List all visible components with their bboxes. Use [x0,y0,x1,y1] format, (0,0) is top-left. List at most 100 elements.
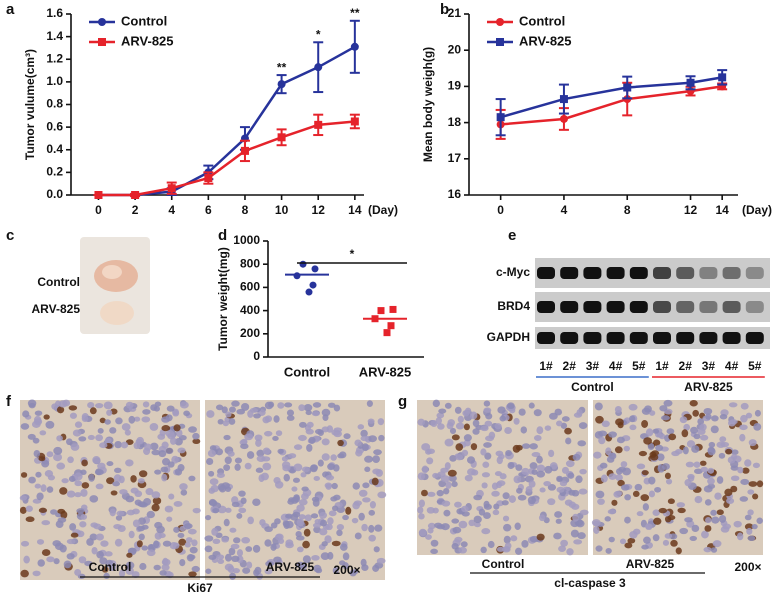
cell [336,529,343,537]
blot-band [722,301,741,313]
cell [166,516,173,522]
cell [296,546,304,553]
cell [177,532,185,538]
cell [319,528,328,536]
cell [93,523,102,530]
cell [146,510,155,519]
cell [227,565,235,574]
x-tick-label: 8 [624,203,631,217]
cell [302,540,310,549]
cell [493,503,500,510]
group-label: ARV-825 [684,380,733,394]
cell [41,520,51,526]
cell [296,504,305,512]
cell [572,453,581,461]
cell [536,426,544,435]
cell [186,554,195,562]
cell [648,490,656,498]
x-tick-label: 12 [312,203,326,217]
cell [547,484,557,491]
cell [310,513,319,519]
cell [234,457,243,464]
cell [50,509,58,515]
cell [74,480,83,487]
cell [417,418,426,426]
y-axis-label: Tumor vulume(cm³) [23,49,37,160]
cell [752,462,760,469]
cell [94,469,104,476]
cell [179,558,186,567]
cell [153,540,160,549]
cell [270,522,278,529]
cell [687,475,695,482]
cell [244,433,254,441]
cell [104,419,111,425]
cell [275,430,283,437]
cell [130,487,139,494]
cell [308,436,316,444]
cell [645,428,654,437]
cell [255,439,262,447]
cell [162,540,172,547]
cell [217,483,226,491]
lane-label: 2# [563,359,577,373]
cell [205,514,212,521]
y-tick-label: 1.4 [46,29,63,43]
cell [192,507,201,514]
cell [449,427,457,435]
cell [694,468,703,475]
cell [529,443,538,450]
cell [730,485,738,493]
cell [648,476,656,485]
cell [368,509,376,516]
cell [454,406,462,414]
cell [156,525,165,534]
cell [438,408,447,414]
cell [514,522,521,531]
cell [478,508,486,516]
cell [614,446,623,454]
cell [208,499,218,507]
cell [192,432,200,440]
cell [332,567,339,574]
cell [121,423,131,431]
cell [325,523,333,531]
cell [683,423,691,431]
y-tick-label: 1.2 [46,51,63,65]
cell [209,478,219,486]
cell [432,472,439,479]
cell [222,420,229,427]
cell [564,499,573,506]
cell [652,428,660,434]
cell [474,522,481,528]
cell [623,445,630,452]
cell [710,547,718,553]
cell [531,469,538,475]
cell [72,429,82,437]
cell [321,541,328,547]
blot-band [606,301,625,313]
cell [229,572,237,580]
cell [228,547,236,556]
cell [20,540,30,547]
cell [138,533,145,541]
cell [360,435,369,442]
cell [443,509,451,517]
cell [417,472,426,481]
cell [69,412,78,419]
cell [483,442,492,448]
cell [628,403,638,411]
cell [756,480,764,488]
cell [518,408,526,416]
marker [131,191,140,199]
blot-band [560,267,579,279]
cell [216,554,225,560]
cell [751,523,758,530]
blot-band [699,267,718,279]
panel-label: a [6,1,15,18]
blot-band [583,332,602,344]
significance: * [350,247,355,261]
cell [572,513,579,522]
cell [277,448,284,454]
cell [689,400,698,407]
